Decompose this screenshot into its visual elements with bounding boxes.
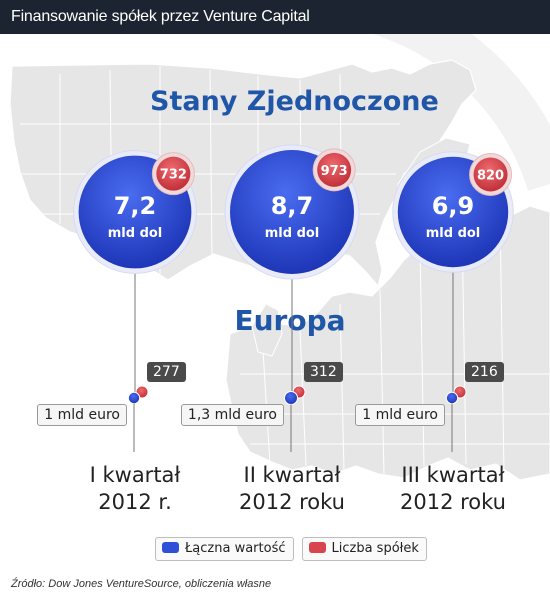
infographic: Stany Zjednoczone Europa 7,2 mld dol 732 8,… — [0, 34, 550, 611]
us-region-title: Stany Zjednoczone — [150, 86, 439, 117]
europe-count-label: 216 — [465, 362, 504, 382]
us-unit-label: mld dol — [426, 226, 481, 241]
europe-value-label: 1,3 mld euro — [180, 404, 284, 426]
decorative-arc — [372, 34, 550, 191]
quarter-label: III kwartał 2012 roku — [400, 463, 506, 514]
us-count-bubble — [156, 156, 191, 191]
europe-map-shape — [225, 205, 550, 481]
europe-count-label: 312 — [304, 362, 343, 382]
quarter-label: I kwartał 2012 r. — [89, 463, 181, 514]
uk-island-shape — [251, 303, 283, 357]
legend-item: Łączna wartość — [155, 537, 294, 561]
europe-region-title: Europa — [234, 304, 346, 337]
us-count-label: 820 — [477, 168, 504, 183]
legend-label: Łączna wartość — [185, 541, 286, 556]
header-bar: Finansowanie spółek przez Venture Capita… — [0, 0, 550, 34]
quarter-label: II kwartał 2012 roku — [239, 463, 345, 514]
us-count-label: 732 — [160, 168, 187, 183]
us-count-bubble — [473, 157, 508, 192]
chart-layer: 7,2 mld dol 732 8,7 mld dol 973 6,9 mld dol 820 — [73, 144, 514, 452]
page-title: Finansowanie spółek przez Venture Capita… — [11, 8, 310, 25]
us-value-label: 8,7 — [271, 192, 314, 220]
us-value-label: 6,9 — [432, 192, 475, 220]
europe-value-marker — [127, 391, 141, 405]
us-value-label: 7,2 — [114, 192, 157, 220]
us-unit-label: mld dol — [265, 226, 320, 241]
europe-value-label: 1 mld euro — [355, 404, 445, 426]
europe-value-marker — [445, 391, 459, 405]
europe-count-label: 277 — [147, 362, 186, 382]
us-count-label: 973 — [321, 164, 348, 179]
source-note: Źródło: Dow Jones VentureSource, oblicze… — [11, 578, 272, 590]
legend-item: Liczba spółek — [301, 537, 427, 561]
europe-value-label: 1 mld euro — [37, 404, 127, 426]
europe-value-marker — [284, 391, 298, 405]
legend-label: Liczba spółek — [331, 541, 419, 556]
us-count-bubble — [317, 152, 352, 187]
legend-swatch — [162, 542, 179, 553]
us-unit-label: mld dol — [108, 226, 163, 241]
legend-swatch — [308, 542, 326, 553]
